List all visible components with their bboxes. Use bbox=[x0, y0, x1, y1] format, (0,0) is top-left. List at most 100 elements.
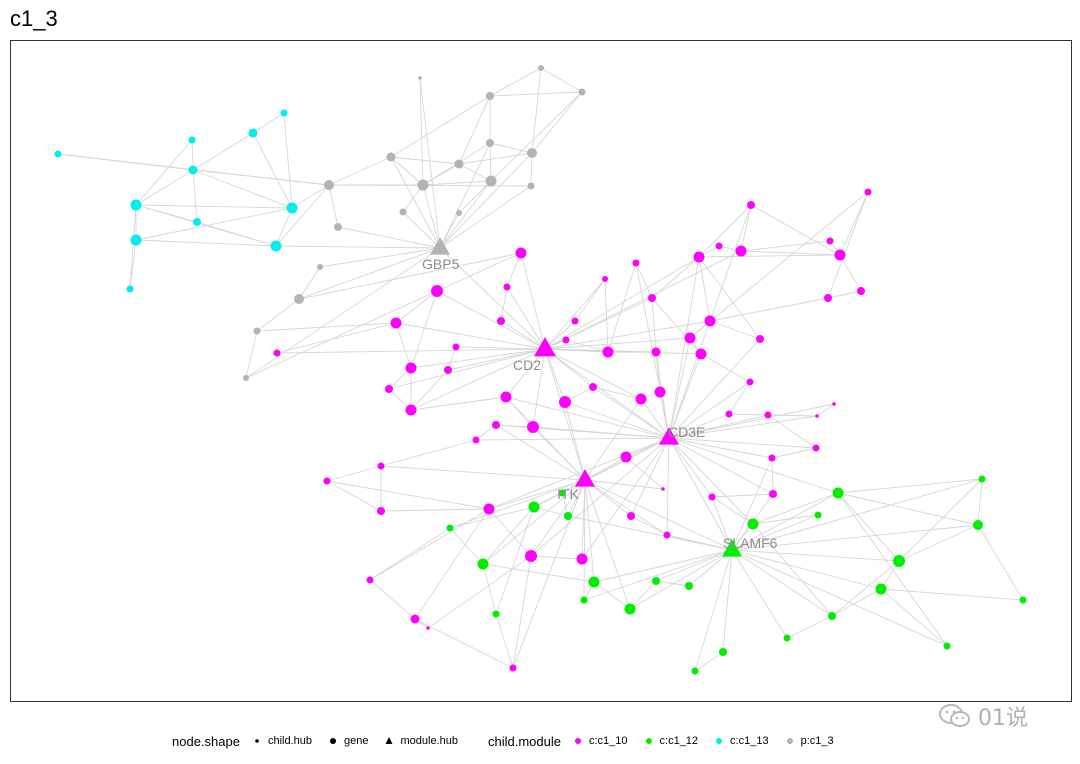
network-edge bbox=[439, 180, 492, 249]
legend-label: child.hub bbox=[267, 735, 312, 747]
network-edge bbox=[544, 348, 566, 403]
gene-node bbox=[485, 175, 497, 187]
gene-node bbox=[635, 393, 647, 405]
gene-node bbox=[377, 507, 385, 515]
network-edge bbox=[564, 401, 586, 481]
network-edge bbox=[531, 67, 542, 154]
gene-node bbox=[695, 348, 707, 360]
network-edge bbox=[276, 322, 397, 354]
gene-node bbox=[693, 251, 705, 263]
network-edge bbox=[245, 247, 441, 379]
gene-node bbox=[691, 667, 699, 675]
gene-node bbox=[454, 159, 464, 169]
network-edge bbox=[252, 112, 285, 134]
network-edge bbox=[369, 579, 416, 620]
watermark: 01说 bbox=[938, 700, 1028, 732]
network-edge bbox=[668, 381, 751, 439]
network-edge bbox=[135, 204, 198, 223]
gene-node bbox=[525, 550, 537, 562]
module-hub-node bbox=[575, 469, 595, 487]
gene-node bbox=[317, 264, 323, 270]
gene-node bbox=[323, 477, 331, 485]
gene-node bbox=[243, 375, 249, 381]
network-edge bbox=[544, 348, 670, 439]
green-dot-icon bbox=[642, 734, 656, 748]
gene-node bbox=[280, 109, 288, 117]
legend-item-c1-12: c:c1_12 bbox=[642, 734, 698, 748]
gene-node bbox=[528, 501, 540, 513]
network-edge bbox=[512, 479, 586, 669]
gene-node bbox=[503, 283, 511, 291]
gene-node bbox=[725, 410, 733, 418]
network-edge bbox=[698, 256, 761, 340]
network-edge bbox=[709, 297, 829, 322]
triangle-icon bbox=[382, 734, 396, 748]
network-edge bbox=[668, 437, 773, 459]
gene-node bbox=[559, 396, 571, 408]
gene-node bbox=[708, 493, 716, 501]
gene-node bbox=[527, 148, 537, 158]
gene-node bbox=[943, 642, 951, 650]
network-edge bbox=[419, 77, 441, 249]
network-edge bbox=[827, 290, 862, 299]
network-edge bbox=[427, 555, 532, 629]
network-edge bbox=[668, 437, 817, 449]
network-edge bbox=[410, 396, 507, 411]
node-labels: GBP5 CD2 CD3E ITK SLAMF6 bbox=[422, 256, 778, 551]
network-edge bbox=[544, 348, 642, 400]
network-edge bbox=[694, 549, 733, 672]
legend-item-p-c1-3: p:c1_3 bbox=[783, 734, 834, 748]
gene-node bbox=[515, 247, 527, 259]
network-nodes bbox=[54, 65, 1027, 675]
gene-node bbox=[324, 180, 334, 190]
network-edge bbox=[458, 163, 492, 182]
legend-module-group: child.module c:c1_10 c:c1_12 c:c1_13 bbox=[488, 734, 848, 749]
network-edge bbox=[380, 439, 477, 467]
network-edge bbox=[256, 322, 397, 332]
network-edge bbox=[192, 132, 254, 171]
gene-node bbox=[417, 179, 429, 191]
network-edge bbox=[135, 207, 293, 241]
gene-node bbox=[509, 664, 517, 672]
gene-node bbox=[500, 391, 512, 403]
legend-item-c1-13: c:c1_13 bbox=[712, 734, 769, 748]
network-edge bbox=[544, 320, 711, 350]
network-edge bbox=[337, 226, 441, 249]
network-edge bbox=[668, 437, 754, 525]
network-edge bbox=[635, 262, 653, 299]
network-edge bbox=[276, 348, 546, 354]
network-edge bbox=[475, 424, 497, 441]
network-edge bbox=[629, 580, 657, 610]
gene-node bbox=[768, 454, 776, 462]
network-edge bbox=[977, 524, 1024, 601]
network-edge bbox=[439, 212, 460, 249]
network-edge bbox=[482, 563, 595, 583]
network-edge bbox=[898, 478, 983, 562]
network-edge bbox=[668, 338, 761, 439]
network-edge bbox=[530, 479, 586, 557]
network-edge bbox=[410, 290, 438, 369]
gene-node bbox=[446, 524, 454, 532]
network-edge bbox=[711, 493, 774, 498]
network-edge bbox=[495, 424, 586, 481]
watermark-text: 01说 bbox=[978, 706, 1028, 731]
network-edge bbox=[668, 320, 711, 439]
gene-node bbox=[366, 576, 374, 584]
network-edge bbox=[607, 262, 637, 353]
gene-node bbox=[783, 634, 791, 642]
legend-item-module-hub: module.hub bbox=[382, 734, 458, 748]
module-hub-node bbox=[659, 427, 679, 445]
network-edge bbox=[252, 132, 293, 209]
gene-node bbox=[864, 188, 872, 196]
network-edge bbox=[531, 91, 583, 154]
network-edge bbox=[505, 348, 546, 398]
legend-label: p:c1_3 bbox=[800, 735, 834, 747]
gene-node bbox=[452, 343, 460, 351]
gene-node bbox=[654, 386, 666, 398]
gene-node bbox=[719, 648, 727, 656]
network-edge bbox=[709, 204, 752, 322]
network-edge bbox=[668, 415, 818, 439]
network-edge bbox=[275, 245, 441, 249]
network-edge bbox=[750, 204, 841, 256]
network-edge bbox=[837, 492, 948, 647]
